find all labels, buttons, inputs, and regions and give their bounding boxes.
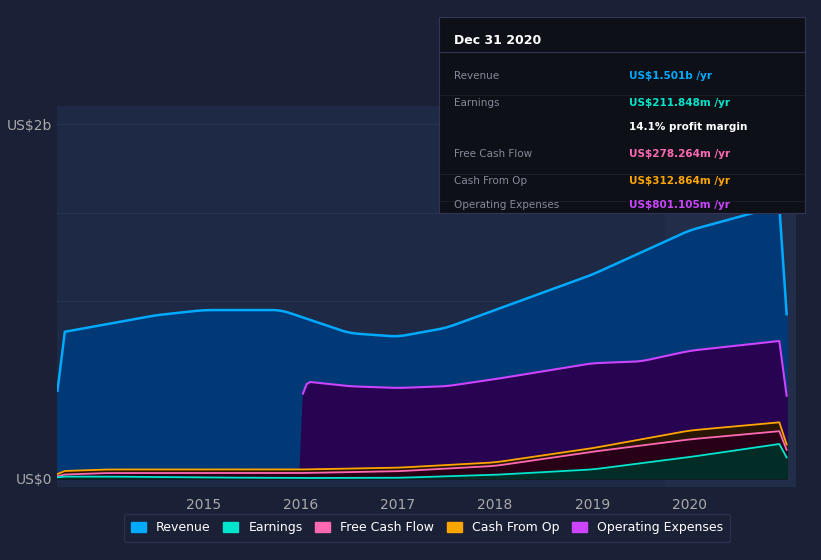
Text: US$211.848m /yr: US$211.848m /yr bbox=[629, 98, 730, 108]
Legend: Revenue, Earnings, Free Cash Flow, Cash From Op, Operating Expenses: Revenue, Earnings, Free Cash Flow, Cash … bbox=[124, 514, 730, 542]
Text: US$1.501b /yr: US$1.501b /yr bbox=[629, 71, 712, 81]
Text: Earnings: Earnings bbox=[454, 98, 499, 108]
Text: 14.1% profit margin: 14.1% profit margin bbox=[629, 122, 748, 132]
Text: US$312.864m /yr: US$312.864m /yr bbox=[629, 176, 730, 186]
Text: US$801.105m /yr: US$801.105m /yr bbox=[629, 200, 730, 210]
Text: Cash From Op: Cash From Op bbox=[454, 176, 527, 186]
Text: Operating Expenses: Operating Expenses bbox=[454, 200, 559, 210]
Text: Revenue: Revenue bbox=[454, 71, 499, 81]
Text: US$278.264m /yr: US$278.264m /yr bbox=[629, 149, 731, 159]
Text: Dec 31 2020: Dec 31 2020 bbox=[454, 35, 541, 48]
Bar bbox=[665, 106, 796, 487]
Text: Free Cash Flow: Free Cash Flow bbox=[454, 149, 532, 159]
